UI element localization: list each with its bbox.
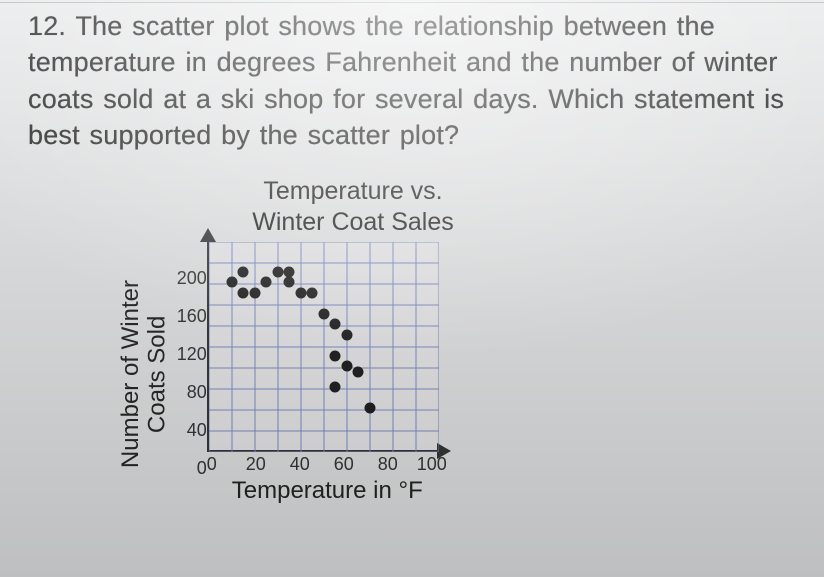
scatter-point xyxy=(341,361,352,372)
x-tick-label: 0 xyxy=(196,454,228,475)
ylabel-line1: Number of Winter xyxy=(117,280,144,468)
ylabel-line2: Coats Sold xyxy=(143,315,170,432)
chart-title-line1: Temperature vs. xyxy=(263,177,442,205)
y-axis-label: Number of Winter Coats Sold xyxy=(118,280,171,468)
x-tick-label: 20 xyxy=(240,454,272,475)
scatter-point xyxy=(364,403,375,414)
scatter-point xyxy=(238,266,249,277)
y-tick-label: 200 xyxy=(177,269,207,289)
scatter-point xyxy=(295,287,306,298)
question-body: The scatter plot shows the relationship … xyxy=(28,11,784,150)
scatter-point xyxy=(272,266,283,277)
x-axis-arrow-icon xyxy=(437,443,451,459)
scatter-point xyxy=(330,350,341,361)
scatter-point xyxy=(330,382,341,393)
scatter-chart: Temperature vs. Winter Coat Sales Number… xyxy=(118,176,538,506)
page-border-top xyxy=(0,2,824,3)
scatter-point xyxy=(330,319,341,330)
x-axis-ticks: 020406080100 xyxy=(196,454,448,475)
x-axis-label: Temperature in °F xyxy=(207,477,448,505)
scatter-point xyxy=(261,277,272,288)
scatter-point xyxy=(284,277,295,288)
chart-title: Temperature vs. Winter Coat Sales xyxy=(168,176,538,239)
y-tick-label: 40 xyxy=(187,421,207,441)
scatter-point xyxy=(318,308,329,319)
scatter-point xyxy=(226,277,237,288)
y-tick-label: 80 xyxy=(187,383,207,403)
y-tick-label: 120 xyxy=(177,345,207,365)
scatter-point xyxy=(353,366,364,377)
plot-area xyxy=(207,242,437,452)
x-tick-label: 60 xyxy=(328,454,360,475)
question-number: 12. xyxy=(28,11,66,41)
scatter-point xyxy=(249,287,260,298)
y-axis-ticks: 20016012080400 xyxy=(173,269,207,479)
scatter-point xyxy=(284,266,295,277)
y-axis-arrow-icon xyxy=(200,228,216,242)
scatter-point xyxy=(307,287,318,298)
scatter-point xyxy=(238,287,249,298)
scatter-point xyxy=(341,329,352,340)
x-tick-label: 40 xyxy=(284,454,316,475)
x-tick-label: 80 xyxy=(372,454,404,475)
question-text: 12. The scatter plot shows the relations… xyxy=(28,8,796,154)
chart-title-line2: Winter Coat Sales xyxy=(252,208,453,236)
y-tick-label: 160 xyxy=(177,307,207,327)
